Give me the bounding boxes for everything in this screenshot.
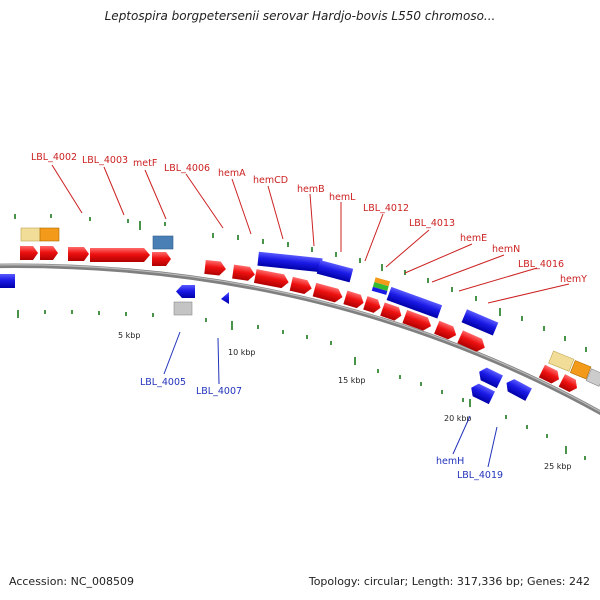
gene-label-LBL_4013[interactable]: LBL_4013 bbox=[409, 218, 455, 229]
tick-label-15kbp: 15 kbp bbox=[338, 376, 366, 385]
red-gene-17[interactable] bbox=[558, 374, 581, 394]
gene-label-LBL_4005[interactable]: LBL_4005 bbox=[140, 377, 186, 388]
tick-label-10kbp: 10 kbp bbox=[228, 348, 256, 357]
gene-label-LBL_4019[interactable]: LBL_4019 bbox=[457, 470, 503, 481]
red-gene-16[interactable] bbox=[538, 364, 562, 386]
feature-beige-box[interactable] bbox=[20, 227, 41, 242]
blue-gene-LBL_4005[interactable] bbox=[176, 285, 195, 298]
red-gene-11[interactable] bbox=[363, 296, 383, 314]
gene-label-hemY[interactable]: hemY bbox=[560, 274, 587, 285]
feature-orange-box[interactable] bbox=[39, 227, 60, 242]
accession-text: Accession: NC_008509 bbox=[9, 575, 135, 588]
red-gene-15[interactable] bbox=[457, 330, 487, 354]
blue-gene-hemB[interactable] bbox=[316, 260, 354, 283]
gene-label-metF[interactable]: metF bbox=[133, 158, 157, 169]
feature-steelblue-box[interactable] bbox=[152, 235, 174, 250]
tick-label-20kbp: 20 kbp bbox=[444, 414, 472, 423]
blue-gene-hemE[interactable] bbox=[461, 309, 499, 336]
tick-label-5kbp: 5 kbp bbox=[118, 331, 140, 340]
red-gene-5[interactable] bbox=[152, 252, 171, 266]
blue-gene-LBL_4007[interactable] bbox=[221, 292, 229, 304]
gene-label-hemB[interactable]: hemB bbox=[297, 184, 325, 195]
blue-gene-hemCD[interactable] bbox=[257, 251, 323, 273]
blue-gene-LBL_4019[interactable] bbox=[503, 377, 532, 401]
red-gene-12[interactable] bbox=[380, 302, 403, 322]
gene-label-LBL_4003[interactable]: LBL_4003 bbox=[82, 155, 128, 166]
red-gene-hemB[interactable] bbox=[289, 276, 314, 295]
bottom-leader-lines bbox=[163, 331, 498, 468]
gene-label-hemE[interactable]: hemE bbox=[460, 233, 487, 244]
blue-gene-left-edge[interactable] bbox=[0, 274, 15, 288]
red-gene-hemCD[interactable] bbox=[253, 269, 290, 289]
blue-gene-hemH-b[interactable] bbox=[468, 381, 495, 405]
genome-backbone bbox=[0, 263, 600, 416]
backbone-highlight bbox=[0, 264, 600, 413]
topology-summary: Topology: circular; Length: 317,336 bp; … bbox=[308, 575, 590, 588]
gene-label-LBL_4012[interactable]: LBL_4012 bbox=[363, 203, 409, 214]
gene-label-LBL_4002[interactable]: LBL_4002 bbox=[31, 152, 77, 163]
red-gene-LBL_4012[interactable] bbox=[343, 290, 365, 310]
feature-beige-box-2[interactable] bbox=[548, 350, 575, 372]
gene-label-hemA[interactable]: hemA bbox=[218, 168, 246, 179]
blue-gene-LBL_4013[interactable] bbox=[386, 286, 443, 319]
red-gene-13[interactable] bbox=[402, 309, 433, 333]
red-gene-2[interactable] bbox=[40, 246, 58, 260]
gene-label-hemCD[interactable]: hemCD bbox=[253, 175, 288, 186]
gene-label-hemH[interactable]: hemH bbox=[436, 456, 464, 467]
red-gene-hemA[interactable] bbox=[232, 264, 256, 282]
gene-label-LBL_4006[interactable]: LBL_4006 bbox=[164, 163, 210, 174]
outer-tick-track bbox=[14, 214, 587, 352]
top-leader-lines bbox=[51, 164, 570, 304]
feature-orange-box-2[interactable] bbox=[569, 360, 592, 380]
gene-label-LBL_4016[interactable]: LBL_4016 bbox=[518, 259, 564, 270]
inner-tick-track bbox=[17, 310, 586, 460]
gene-label-LBL_4007[interactable]: LBL_4007 bbox=[196, 386, 242, 397]
red-gene-LBL_4006[interactable] bbox=[204, 259, 226, 276]
gene-label-hemN[interactable]: hemN bbox=[492, 244, 520, 255]
feature-multicolor-box[interactable] bbox=[371, 277, 391, 295]
tick-label-25kbp: 25 kbp bbox=[544, 462, 572, 471]
gene-label-hemL[interactable]: hemL bbox=[329, 192, 356, 203]
red-gene-metF[interactable] bbox=[90, 248, 150, 262]
red-gene-LBL_4003[interactable] bbox=[68, 247, 89, 261]
red-gene-hemL[interactable] bbox=[312, 282, 345, 304]
map-title: Leptospira borgpetersenii serovar Hardjo… bbox=[104, 9, 496, 23]
red-gene-14[interactable] bbox=[434, 320, 459, 342]
feature-grey-box[interactable] bbox=[173, 301, 193, 316]
blue-gene-hemH-a[interactable] bbox=[476, 365, 503, 389]
red-gene-LBL_4002[interactable] bbox=[20, 246, 38, 260]
